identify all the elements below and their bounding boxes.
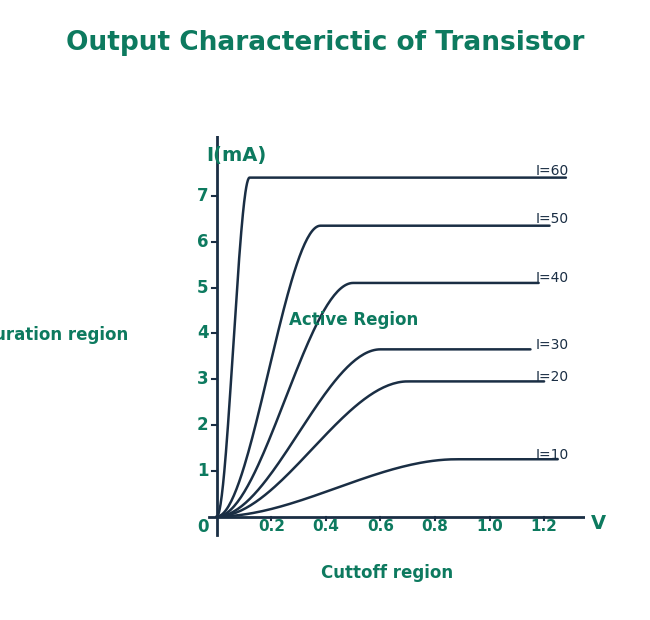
- Text: I=60: I=60: [536, 164, 569, 178]
- Text: 5: 5: [197, 278, 209, 296]
- Text: 1: 1: [197, 462, 209, 480]
- Text: 1.0: 1.0: [476, 519, 503, 534]
- Text: 0.8: 0.8: [422, 519, 448, 534]
- Text: I=50: I=50: [536, 212, 569, 226]
- Text: 3: 3: [197, 370, 209, 388]
- Text: I=20: I=20: [536, 370, 569, 384]
- Text: 0.4: 0.4: [313, 519, 339, 534]
- Text: 7: 7: [197, 187, 209, 205]
- Text: 0: 0: [197, 518, 209, 536]
- Text: V: V: [591, 514, 606, 533]
- Text: 0.2: 0.2: [258, 519, 285, 534]
- Text: I=30: I=30: [536, 338, 569, 352]
- Text: I(mA): I(mA): [206, 146, 266, 164]
- Text: I=10: I=10: [536, 448, 569, 462]
- Text: 1.2: 1.2: [530, 519, 558, 534]
- Text: Cuttoff region: Cuttoff region: [320, 564, 453, 583]
- Text: I=40: I=40: [536, 272, 569, 285]
- Text: 2: 2: [197, 416, 209, 434]
- Text: 0.6: 0.6: [367, 519, 394, 534]
- Text: Active Region: Active Region: [289, 311, 418, 329]
- Text: Saturation region: Saturation region: [0, 326, 128, 344]
- Text: 4: 4: [197, 324, 209, 342]
- Text: 6: 6: [197, 232, 209, 250]
- Text: Output Characterictic of Transistor: Output Characterictic of Transistor: [66, 30, 584, 56]
